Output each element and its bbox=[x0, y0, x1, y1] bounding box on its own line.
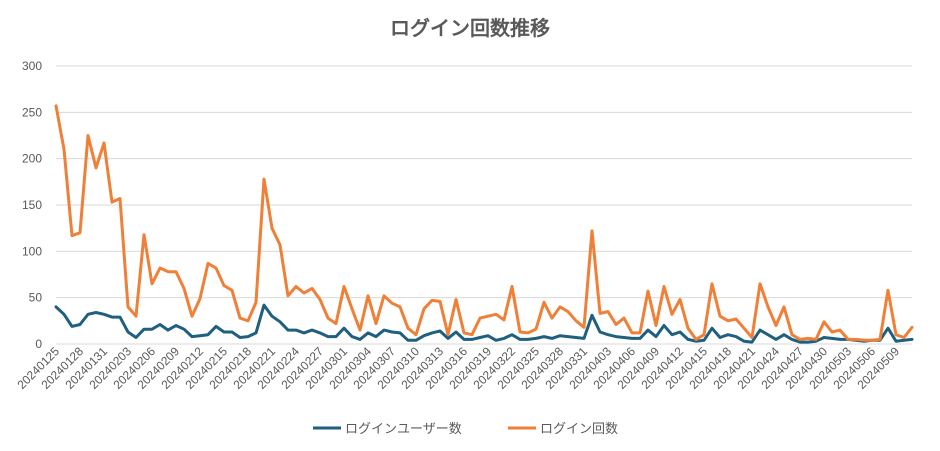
y-axis-ticks: 0 50 100 150 200 250 300 bbox=[22, 59, 42, 351]
chart-title: ログイン回数推移 bbox=[390, 16, 550, 40]
series-layer bbox=[54, 104, 914, 344]
legend-label-user-count: ログインユーザー数 bbox=[345, 422, 462, 437]
y-tick-label: 250 bbox=[22, 105, 42, 119]
y-tick-label: 100 bbox=[22, 244, 42, 258]
y-tick-label: 0 bbox=[35, 337, 42, 351]
grid-layer bbox=[56, 65, 912, 345]
y-tick-label: 200 bbox=[22, 152, 42, 166]
series-line-login-count bbox=[54, 104, 914, 342]
y-tick-label: 150 bbox=[22, 198, 42, 212]
x-axis-ticks: 2024012520240128202401312024020320240206… bbox=[14, 344, 902, 392]
series-line-user-count bbox=[54, 303, 914, 344]
y-tick-label: 50 bbox=[29, 291, 43, 305]
legend-label-login-count: ログイン回数 bbox=[540, 422, 618, 437]
y-tick-label: 300 bbox=[22, 59, 42, 73]
legend: ログインユーザー数 ログイン回数 bbox=[313, 422, 618, 437]
